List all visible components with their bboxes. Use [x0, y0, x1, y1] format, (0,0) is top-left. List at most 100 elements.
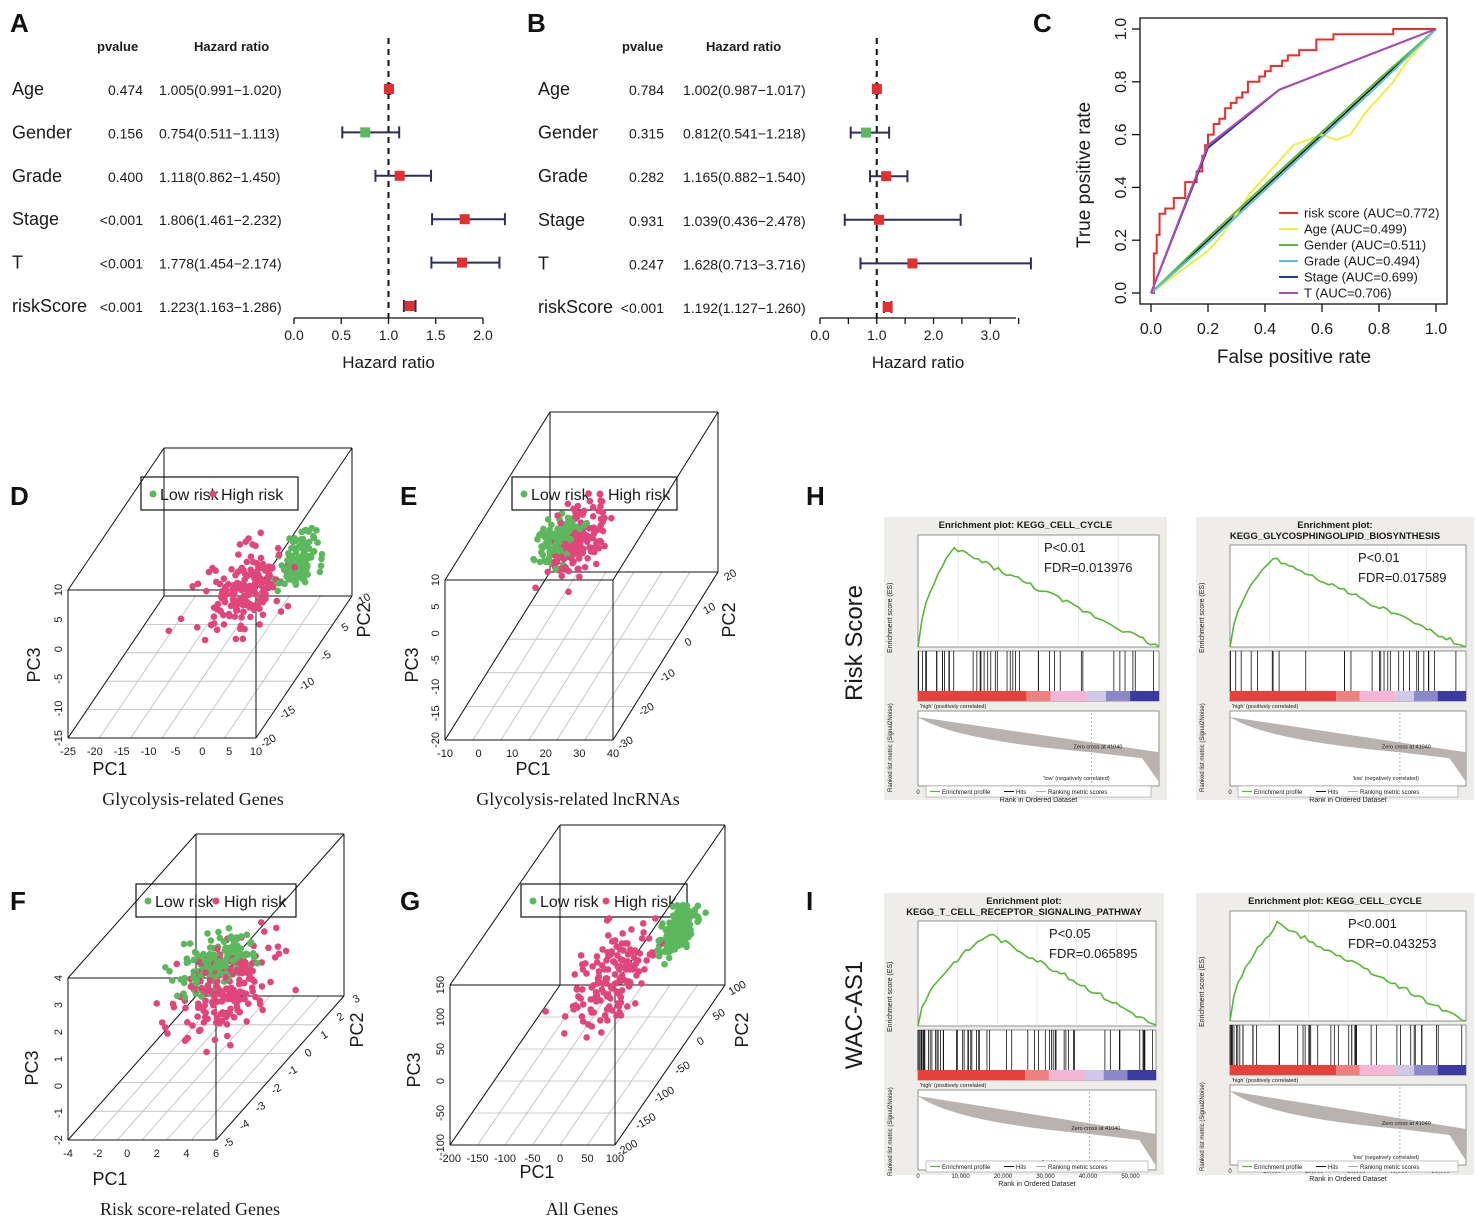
legend-entry: Age (AUC=0.499): [1304, 222, 1407, 237]
x-tick-label: 2.0: [924, 327, 944, 343]
point-high-risk: [574, 502, 582, 510]
row-hazard-ratio: 1.039(0.436−2.478): [683, 213, 806, 229]
point-high-risk: [646, 951, 654, 958]
x-tick-label: 1.5: [426, 327, 446, 343]
point-high-risk: [162, 1024, 169, 1031]
point-high-risk: [608, 938, 616, 945]
row-name: riskScore: [538, 297, 613, 317]
y-tick-label: -5: [319, 649, 333, 664]
point-high-risk: [581, 563, 589, 571]
point-low-risk: [559, 531, 567, 539]
z-tick-label: 10: [430, 574, 442, 586]
row-pvalue: 0.474: [108, 82, 143, 98]
row-hazard-ratio: 1.002(0.987−1.017): [683, 82, 806, 98]
row-name: Gender: [12, 122, 72, 142]
point-high-risk: [194, 1013, 201, 1020]
point-high-risk: [211, 1036, 219, 1044]
z-tick-label: -15: [53, 730, 65, 746]
point-high-risk: [226, 993, 234, 1001]
column-header-pvalue: pvalue: [622, 39, 663, 54]
point-high-risk: [569, 559, 576, 567]
point-high-risk: [636, 950, 644, 957]
point-low-risk: [285, 576, 292, 583]
point-low-risk: [554, 537, 561, 545]
point-high-risk: [259, 611, 267, 619]
y-axis-title: PC2: [732, 1012, 752, 1047]
point-high-risk: [193, 624, 201, 631]
point-high-risk: [284, 602, 292, 610]
point-high-risk: [209, 998, 216, 1006]
point-low-risk: [297, 536, 305, 543]
point-high-risk: [603, 957, 610, 964]
z-tick-label: -5: [430, 655, 442, 665]
x-tick-label: 40: [607, 748, 619, 760]
rank-gradient: [1336, 691, 1360, 701]
fdr-value: FDR=0.017589: [1358, 570, 1447, 585]
point-low-risk: [683, 912, 690, 920]
point-high-risk: [259, 588, 266, 596]
y-tick-label: 10: [701, 601, 718, 618]
rank-axis-label: Ranked list metric (Signal2Noise): [888, 1087, 894, 1176]
point-high-risk: [217, 1010, 225, 1018]
point-high-risk: [629, 966, 637, 973]
x-tick-label: -25: [60, 746, 76, 758]
box-edge: [215, 995, 345, 1141]
point-high-risk: [603, 975, 611, 982]
point-low-risk: [254, 960, 261, 967]
point-low-risk: [673, 938, 680, 946]
y-tick-label: 10: [356, 591, 373, 608]
legend-marker-low: [529, 897, 537, 905]
point-high-risk: [212, 578, 220, 586]
point-low-risk: [564, 514, 572, 522]
point-low-risk: [190, 956, 198, 964]
point-low-risk: [576, 525, 584, 533]
point-low-risk: [204, 930, 211, 937]
point-high-risk: [197, 1026, 204, 1034]
point-high-risk: [177, 615, 185, 623]
legend-entry: Stage (AUC=0.699): [1304, 270, 1418, 285]
panel-letter-G: G: [400, 886, 420, 916]
point-high-risk: [210, 1009, 218, 1016]
x-tick-label: 6: [213, 1148, 219, 1160]
y-axis-title: PC2: [354, 602, 374, 637]
floor-grid: [224, 595, 321, 739]
point-high-risk: [608, 514, 615, 522]
point-high-risk: [272, 924, 280, 932]
p-value: P<0.05: [1049, 926, 1091, 941]
pca-plot-E: Low risk High risk-10 0 10 20 30 401050-5-10-1…: [402, 411, 739, 809]
point-high-risk: [158, 1019, 166, 1026]
point-low-risk: [544, 516, 552, 523]
point-high-risk: [611, 971, 619, 978]
column-header-hazard-ratio: Hazard ratio: [706, 39, 781, 54]
legend-entry-low: Low risk: [531, 487, 591, 504]
x-tick-label: 30: [573, 748, 585, 760]
x-tick-label: 20: [540, 748, 552, 760]
row-pvalue: <0.001: [100, 256, 143, 272]
point-high-risk: [258, 983, 266, 990]
point-estimate: [861, 127, 872, 138]
rank-gradient: [1103, 1070, 1128, 1080]
point-high-risk: [194, 1000, 202, 1007]
x-tick-label: 10: [506, 748, 518, 760]
x-tick-label: 0.2: [1197, 321, 1219, 338]
y-axis-title: PC2: [719, 602, 739, 637]
legend-entry: Ranking metric scores: [1360, 790, 1419, 796]
point-high-risk: [575, 565, 582, 573]
point-high-risk: [201, 1013, 209, 1021]
z-tick-label: 5: [430, 604, 442, 610]
box-edge: [67, 995, 197, 1141]
point-low-risk: [180, 940, 188, 948]
point-low-risk: [212, 973, 219, 980]
y-tick-label: -10: [297, 675, 317, 693]
row-hazard-ratio: 1.192(1.127−1.260): [683, 300, 806, 316]
point-low-risk: [227, 934, 234, 942]
point-high-risk: [202, 969, 209, 976]
box-edge: [614, 984, 726, 1146]
point-high-risk: [598, 962, 606, 969]
x-tick-label: 0.0: [1140, 321, 1162, 338]
point-low-risk: [298, 574, 305, 581]
point-estimate: [907, 258, 918, 269]
forest-plot-A: pvalue Hazard ratio Age 0.474 1.005(0.991−1.…: [12, 38, 506, 372]
panel-letter-C: C: [1033, 8, 1052, 38]
point-low-risk: [683, 902, 691, 909]
